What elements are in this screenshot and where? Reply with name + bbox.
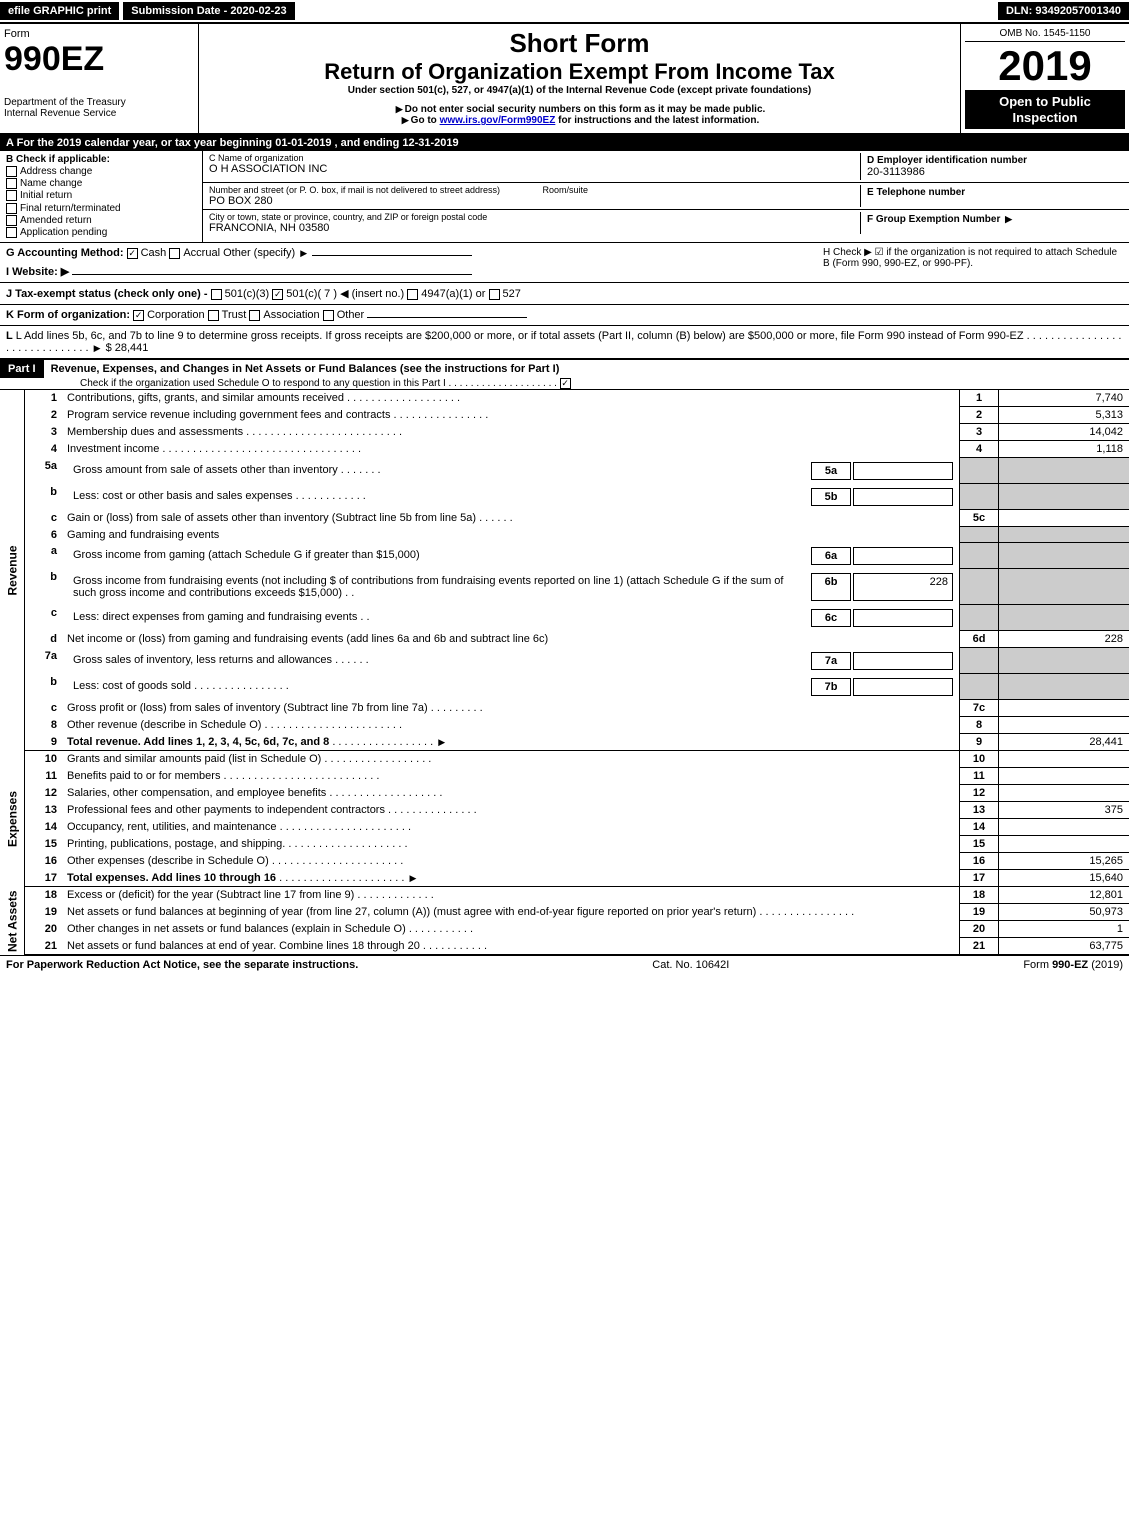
irs-label: Internal Revenue Service: [4, 108, 194, 119]
ein-value: 20-3113986: [867, 166, 1117, 178]
footer-right: Form 990-EZ (2019): [1023, 959, 1123, 971]
submission-date-button[interactable]: Submission Date - 2020-02-23: [123, 2, 294, 20]
line14-val: [999, 819, 1129, 836]
line16-val: 15,265: [999, 853, 1129, 870]
line4-val: 1,118: [999, 441, 1129, 458]
dln-label: DLN: 93492057001340: [998, 2, 1129, 20]
city-value: FRANCONIA, NH 03580: [209, 222, 860, 234]
label-phone: E Telephone number: [867, 187, 1117, 198]
chk-cash[interactable]: [127, 248, 138, 259]
line18-val: 12,801: [999, 887, 1129, 904]
label-ein: D Employer identification number: [867, 155, 1117, 166]
chk-trust[interactable]: [208, 310, 219, 321]
footer-center: Cat. No. 10642I: [652, 959, 729, 971]
top-bar: efile GRAPHIC print Submission Date - 20…: [0, 0, 1129, 24]
org-name: O H ASSOCIATION INC: [209, 163, 860, 175]
line21-val: 63,775: [999, 938, 1129, 955]
chk-name-change[interactable]: Name change: [6, 178, 196, 189]
row-l: L L Add lines 5b, 6c, and 7b to line 9 t…: [0, 326, 1129, 359]
part1-header-row: Part I Revenue, Expenses, and Changes in…: [0, 359, 1129, 390]
line12-val: [999, 785, 1129, 802]
chk-application-pending[interactable]: Application pending: [6, 227, 196, 238]
line13-val: 375: [999, 802, 1129, 819]
line9-val: 28,441: [999, 734, 1129, 751]
omb-label: OMB No. 1545-1150: [965, 28, 1125, 42]
chk-corporation[interactable]: [133, 310, 144, 321]
form-footer: For Paperwork Reduction Act Notice, see …: [0, 955, 1129, 974]
line5c-val: [999, 510, 1129, 527]
dept-label: Department of the Treasury: [4, 97, 194, 108]
block-b-heading: B Check if applicable:: [6, 154, 196, 165]
footer-left: For Paperwork Reduction Act Notice, see …: [6, 959, 358, 971]
chk-501c3[interactable]: [211, 289, 222, 300]
chk-initial-return[interactable]: Initial return: [6, 190, 196, 201]
chk-association[interactable]: [249, 310, 260, 321]
row-k: K Form of organization: Corporation Trus…: [0, 305, 1129, 326]
line1-val: 7,740: [999, 390, 1129, 407]
warn-ssn: Do not enter social security numbers on …: [203, 104, 956, 115]
line20-val: 1: [999, 921, 1129, 938]
label-street: Number and street (or P. O. box, if mail…: [209, 185, 860, 195]
line6b-sub: 228: [853, 573, 953, 601]
chk-address-change[interactable]: Address change: [6, 166, 196, 177]
form-word: Form: [4, 28, 194, 40]
netassets-side-label: Net Assets: [0, 887, 25, 955]
revenue-side-label: Revenue: [0, 390, 25, 751]
identity-section: B Check if applicable: Address change Na…: [0, 151, 1129, 243]
return-title: Return of Organization Exempt From Incom…: [203, 59, 956, 85]
subtitle: Under section 501(c), 527, or 4947(a)(1)…: [203, 85, 956, 96]
line7c-val: [999, 700, 1129, 717]
tax-year: 2019: [965, 42, 1125, 90]
form-number: 990EZ: [4, 40, 194, 79]
part1-label: Part I: [0, 360, 44, 378]
line2-val: 5,313: [999, 407, 1129, 424]
label-group-exemption: F Group Exemption Number: [867, 214, 1117, 225]
line8-val: [999, 717, 1129, 734]
chk-other-org[interactable]: [323, 310, 334, 321]
line6d-val: 228: [999, 631, 1129, 648]
chk-527[interactable]: [489, 289, 500, 300]
street-value: PO BOX 280: [209, 195, 860, 207]
label-website: I Website: ▶: [6, 266, 69, 278]
line10-val: [999, 751, 1129, 768]
expenses-side-label: Expenses: [0, 751, 25, 887]
chk-501c[interactable]: [272, 289, 283, 300]
row-g-h: G Accounting Method: Cash Accrual Other …: [0, 243, 1129, 283]
chk-schedule-o[interactable]: [560, 378, 571, 389]
part1-table: Revenue 1 Contributions, gifts, grants, …: [0, 390, 1129, 955]
instructions-link[interactable]: www.irs.gov/Form990EZ: [440, 115, 556, 126]
open-public-badge: Open to Public Inspection: [965, 90, 1125, 129]
label-accounting: G Accounting Method:: [6, 247, 124, 259]
line3-val: 14,042: [999, 424, 1129, 441]
efile-button[interactable]: efile GRAPHIC print: [0, 2, 119, 20]
warn-goto: Go to www.irs.gov/Form990EZ for instruct…: [203, 115, 956, 126]
row-h-text: H Check ▶ ☑ if the organization is not r…: [823, 247, 1123, 278]
line17-val: 15,640: [999, 870, 1129, 887]
part1-checkline: Check if the organization used Schedule …: [80, 378, 446, 389]
line19-val: 50,973: [999, 904, 1129, 921]
line15-val: [999, 836, 1129, 853]
chk-amended-return[interactable]: Amended return: [6, 215, 196, 226]
form-header: Form 990EZ Department of the Treasury In…: [0, 24, 1129, 135]
tax-year-line: A For the 2019 calendar year, or tax yea…: [0, 135, 1129, 151]
chk-4947[interactable]: [407, 289, 418, 300]
label-org-name: C Name of organization: [209, 153, 860, 163]
chk-final-return[interactable]: Final return/terminated: [6, 203, 196, 214]
part1-title: Revenue, Expenses, and Changes in Net As…: [47, 363, 560, 375]
short-form-title: Short Form: [203, 28, 956, 59]
chk-accrual[interactable]: [169, 248, 180, 259]
label-city: City or town, state or province, country…: [209, 212, 860, 222]
line11-val: [999, 768, 1129, 785]
row-j: J Tax-exempt status (check only one) - 5…: [0, 283, 1129, 305]
